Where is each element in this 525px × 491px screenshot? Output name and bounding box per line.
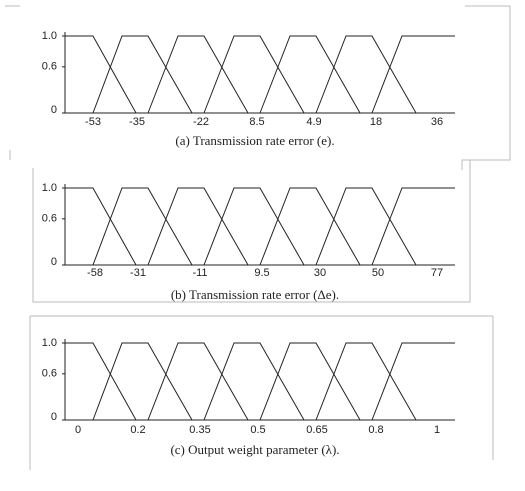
frame xyxy=(5,5,511,170)
x-tick-label: 0.35 xyxy=(189,424,210,436)
x-tick-label: -31 xyxy=(130,267,146,279)
x-tick-label: -11 xyxy=(192,267,207,279)
x-tick-label: 1 xyxy=(434,424,440,436)
y-tick-label: 0.6 xyxy=(42,213,57,225)
membership-function xyxy=(147,35,249,114)
x-tick-label: -53 xyxy=(85,116,101,128)
x-tick-label: 0.5 xyxy=(250,424,265,436)
membership-function xyxy=(259,35,361,114)
caption: (b) Transmission rate error (Δe). xyxy=(171,287,339,302)
y-tick-label: 0.6 xyxy=(42,368,57,380)
y-tick-label: 0.6 xyxy=(42,61,57,73)
membership-function xyxy=(65,35,137,114)
caption: (c) Output weight parameter (λ). xyxy=(170,442,339,457)
x-tick-label: 77 xyxy=(431,267,443,279)
membership-function xyxy=(371,35,455,114)
membership-function xyxy=(92,187,193,266)
membership-function xyxy=(92,342,193,421)
x-tick-label: 18 xyxy=(370,116,382,128)
membership-function xyxy=(371,187,455,266)
membership-function xyxy=(203,187,305,266)
y-tick-label: 1.0 xyxy=(42,30,57,42)
x-tick-label: 4.9 xyxy=(306,116,321,128)
membership-function xyxy=(315,342,417,421)
membership-function xyxy=(259,187,361,266)
membership-function xyxy=(315,187,417,266)
membership-function xyxy=(259,342,361,421)
x-tick-label: 9.5 xyxy=(254,267,269,279)
membership-function xyxy=(203,342,305,421)
membership-function xyxy=(371,342,455,421)
membership-function xyxy=(147,342,249,421)
y-tick-label: 0 xyxy=(51,256,57,268)
membership-function xyxy=(147,187,249,266)
x-tick-label: 30 xyxy=(314,267,326,279)
x-tick-label: 36 xyxy=(431,116,443,128)
membership-function xyxy=(203,35,305,114)
x-tick-label: 0.8 xyxy=(368,424,383,436)
membership-function xyxy=(92,35,193,114)
y-tick-label: 0 xyxy=(51,104,57,116)
y-tick-label: 1.0 xyxy=(42,337,57,349)
x-tick-label: 0 xyxy=(75,424,81,436)
frame xyxy=(29,315,494,470)
frame xyxy=(9,150,471,303)
y-tick-label: 1.0 xyxy=(42,182,57,194)
x-tick-label: -22 xyxy=(193,116,209,128)
x-tick-label: 0.65 xyxy=(306,424,327,436)
x-tick-label: 50 xyxy=(372,267,384,279)
membership-function xyxy=(315,35,417,114)
membership-function xyxy=(65,187,137,266)
x-tick-label: 8.5 xyxy=(249,116,264,128)
x-tick-label: 0.2 xyxy=(130,424,145,436)
caption: (a) Transmission rate error (e). xyxy=(175,133,334,148)
membership-function xyxy=(65,342,137,421)
x-tick-label: -35 xyxy=(129,116,145,128)
y-tick-label: 0 xyxy=(51,411,57,423)
x-tick-label: -58 xyxy=(87,267,103,279)
